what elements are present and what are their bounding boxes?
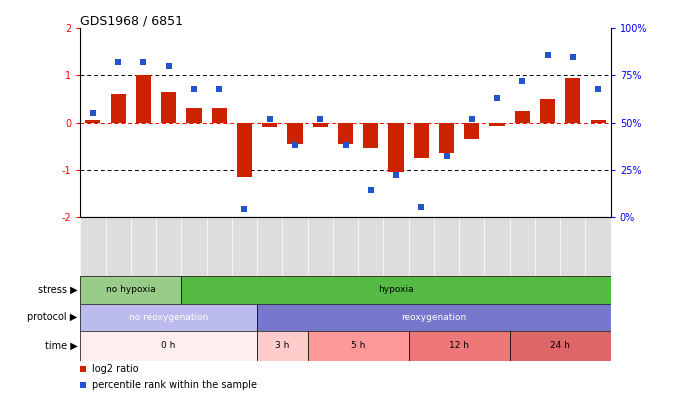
- Bar: [262, 123, 277, 127]
- Text: stress ▶: stress ▶: [38, 285, 77, 295]
- Text: 12 h: 12 h: [450, 341, 469, 350]
- Point: [364, 300, 376, 307]
- Bar: [389, 123, 403, 172]
- Point: [416, 204, 427, 211]
- Text: GDS1968 / 6851: GDS1968 / 6851: [80, 14, 184, 27]
- Bar: [237, 123, 252, 177]
- FancyBboxPatch shape: [510, 331, 611, 360]
- Bar: [186, 109, 202, 123]
- Point: [239, 206, 250, 213]
- Text: 5 h: 5 h: [351, 341, 365, 350]
- Text: 0 h: 0 h: [161, 341, 176, 350]
- Text: reoxygenation: reoxygenation: [401, 313, 466, 322]
- Point: [365, 187, 376, 194]
- Bar: [288, 123, 302, 144]
- FancyBboxPatch shape: [80, 331, 257, 360]
- Bar: [565, 78, 581, 123]
- FancyBboxPatch shape: [181, 276, 611, 304]
- Point: [542, 51, 554, 58]
- Point: [491, 95, 503, 101]
- Bar: [136, 75, 151, 123]
- Text: time ▶: time ▶: [45, 341, 77, 351]
- Text: protocol ▶: protocol ▶: [27, 312, 77, 322]
- Bar: [363, 123, 378, 149]
- Bar: [464, 123, 480, 139]
- FancyBboxPatch shape: [257, 331, 308, 360]
- Point: [441, 153, 452, 160]
- Point: [567, 53, 579, 60]
- FancyBboxPatch shape: [308, 331, 408, 360]
- Text: percentile rank within the sample: percentile rank within the sample: [92, 380, 257, 390]
- Bar: [338, 123, 353, 144]
- FancyBboxPatch shape: [257, 304, 611, 331]
- Bar: [540, 99, 555, 123]
- Bar: [211, 109, 227, 123]
- FancyBboxPatch shape: [408, 331, 510, 360]
- Point: [517, 78, 528, 84]
- Bar: [313, 123, 328, 127]
- Text: 3 h: 3 h: [275, 341, 290, 350]
- Point: [315, 115, 326, 122]
- FancyBboxPatch shape: [80, 304, 257, 331]
- Bar: [110, 94, 126, 123]
- Point: [87, 110, 98, 116]
- Point: [390, 172, 401, 179]
- Bar: [514, 111, 530, 123]
- Point: [138, 59, 149, 66]
- Point: [466, 115, 477, 122]
- Point: [364, 154, 376, 160]
- Bar: [414, 123, 429, 158]
- Point: [593, 85, 604, 92]
- Point: [290, 142, 301, 148]
- Point: [163, 63, 174, 69]
- Text: no reoxygenation: no reoxygenation: [129, 313, 209, 322]
- Bar: [85, 120, 101, 123]
- Text: no hypoxia: no hypoxia: [106, 286, 156, 294]
- FancyBboxPatch shape: [80, 276, 181, 304]
- Point: [214, 85, 225, 92]
- Point: [264, 115, 275, 122]
- Text: log2 ratio: log2 ratio: [92, 364, 139, 374]
- Text: 24 h: 24 h: [550, 341, 570, 350]
- Text: hypoxia: hypoxia: [378, 286, 414, 294]
- Bar: [439, 123, 454, 153]
- Bar: [591, 120, 606, 123]
- Bar: [489, 123, 505, 126]
- Point: [112, 59, 124, 66]
- Bar: [161, 92, 177, 123]
- Point: [340, 142, 351, 148]
- Point: [188, 85, 200, 92]
